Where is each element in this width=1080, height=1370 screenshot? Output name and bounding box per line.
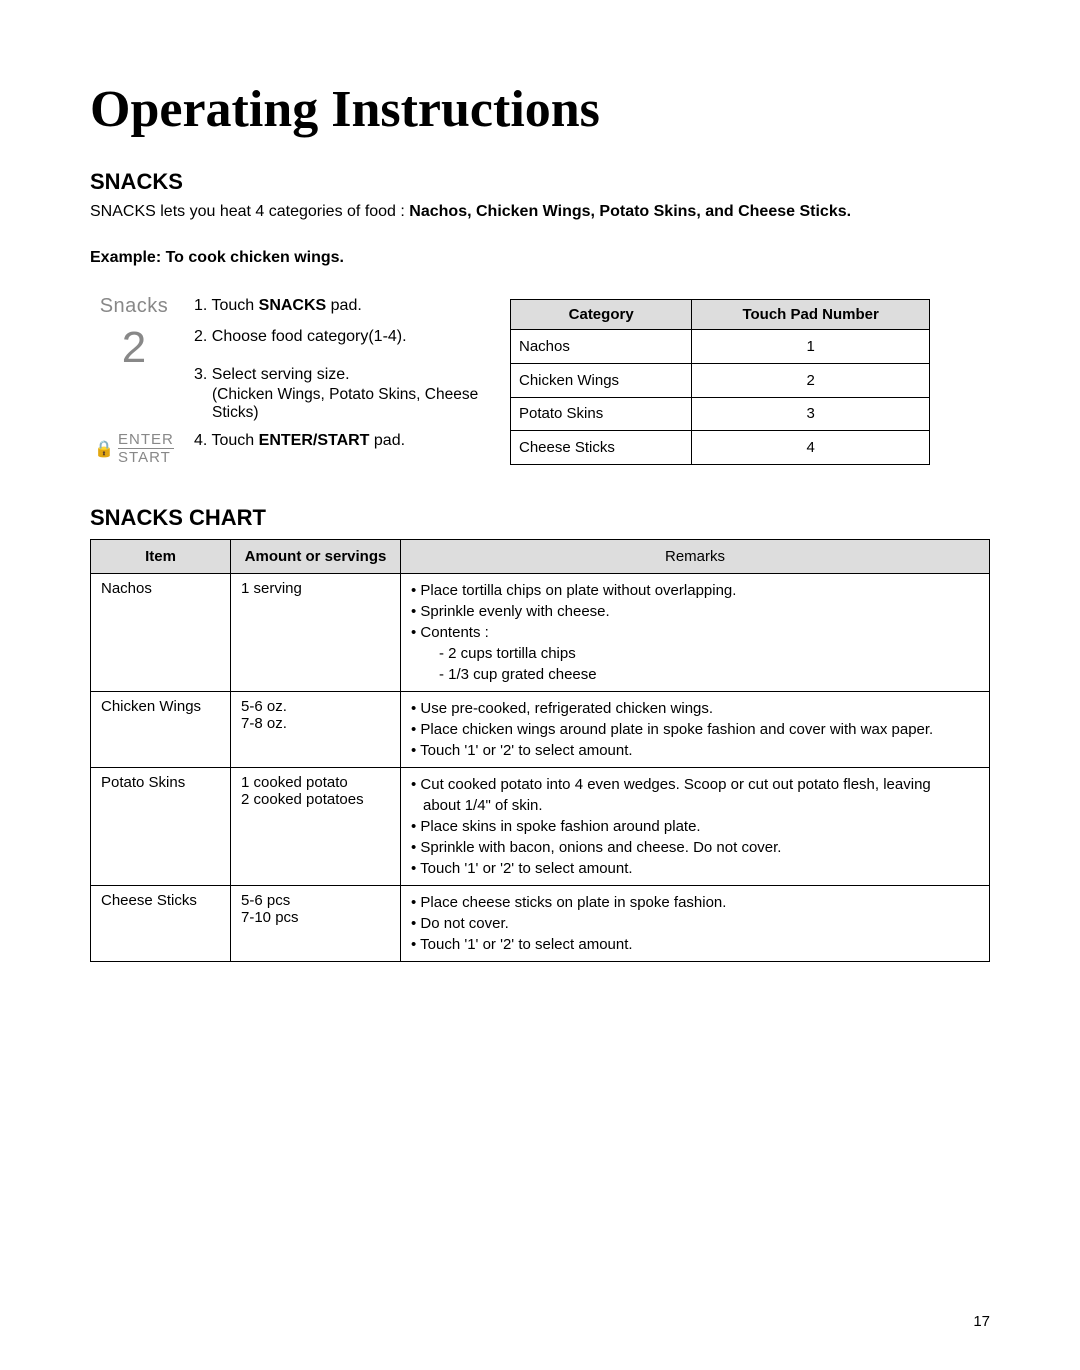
table-row: Nachos 1 <box>511 330 930 364</box>
snacks-label-text: Snacks <box>100 295 169 318</box>
step-1-bold: SNACKS <box>259 297 327 314</box>
amount-cell: 1 cooked potato 2 cooked potatoes <box>231 768 401 886</box>
page-title: Operating Instructions <box>90 80 990 139</box>
remark-line: • Sprinkle evenly with cheese. <box>411 601 979 622</box>
step-2-row: 2 2. Choose food category(1-4). 3. Selec… <box>90 326 480 422</box>
amount-cell: 1 serving <box>231 574 401 692</box>
intro-text: SNACKS lets you heat 4 categories of foo… <box>90 203 990 221</box>
table-row: Cheese Sticks 5-6 pcs 7-10 pcs • Place c… <box>91 886 990 962</box>
intro-bold: Nachos, Chicken Wings, Potato Skins, and… <box>409 203 851 220</box>
steps-column: Snacks 1. Touch SNACKS pad. 2 2. Choose … <box>90 295 480 465</box>
remarks-cell: • Place tortilla chips on plate without … <box>401 574 990 692</box>
table-row: Potato Skins 3 <box>511 397 930 431</box>
remarks-cell: • Cut cooked potato into 4 even wedges. … <box>401 768 990 886</box>
enter-label: ENTER <box>118 432 174 449</box>
remark-line: • Place skins in spoke fashion around pl… <box>411 816 979 837</box>
remark-line: • Do not cover. <box>411 913 979 934</box>
remark-subline: - 2 cups tortilla chips <box>411 643 979 664</box>
amount-line: 7-10 pcs <box>241 909 390 926</box>
category-cell: Cheese Sticks <box>511 431 692 465</box>
item-cell: Cheese Sticks <box>91 886 231 962</box>
step-4-bold: ENTER/START <box>259 432 370 449</box>
remark-line: • Place chicken wings around plate in sp… <box>411 719 979 740</box>
lock-icon: 🔒 <box>94 439 114 459</box>
remark-line: • Cut cooked potato into 4 even wedges. … <box>411 774 979 795</box>
amount-cell: 5-6 oz. 7-8 oz. <box>231 692 401 768</box>
remark-line: • Touch '1' or '2' to select amount. <box>411 740 979 761</box>
step-1-suffix: pad. <box>326 297 362 314</box>
remarks-cell: • Use pre-cooked, refrigerated chicken w… <box>401 692 990 768</box>
table-row: Chicken Wings 2 <box>511 363 930 397</box>
remark-subline: - 1/3 cup grated cheese <box>411 664 979 685</box>
item-cell: Nachos <box>91 574 231 692</box>
snacks-chart-title: SNACKS CHART <box>90 505 990 531</box>
step-2-and-3-text: 2. Choose food category(1-4). 3. Select … <box>194 326 480 422</box>
enter-start-icon: 🔒 ENTER START <box>90 430 178 465</box>
chart-remarks-header: Remarks <box>401 540 990 574</box>
page-number: 17 <box>973 1313 990 1330</box>
table-row: Chicken Wings 5-6 oz. 7-8 oz. • Use pre-… <box>91 692 990 768</box>
amount-line: 7-8 oz. <box>241 715 390 732</box>
chart-item-header: Item <box>91 540 231 574</box>
step-3-text: 3. Select serving size. <box>194 366 480 384</box>
num-cell: 2 <box>692 363 930 397</box>
remark-line: • Use pre-cooked, refrigerated chicken w… <box>411 698 979 719</box>
step-1-row: Snacks 1. Touch SNACKS pad. <box>90 295 480 318</box>
category-header: Category <box>511 300 692 330</box>
remark-line: • Sprinkle with bacon, onions and cheese… <box>411 837 979 858</box>
section-title-snacks: SNACKS <box>90 169 990 195</box>
snacks-pad-icon: Snacks <box>90 295 178 318</box>
step-4-row: 🔒 ENTER START 4. Touch ENTER/START pad. <box>90 430 480 465</box>
remarks-cell: • Place cheese sticks on plate in spoke … <box>401 886 990 962</box>
amount-line: 2 cooked potatoes <box>241 791 390 808</box>
table-row: Nachos 1 serving • Place tortilla chips … <box>91 574 990 692</box>
remark-line: • Place cheese sticks on plate in spoke … <box>411 892 979 913</box>
steps-and-category: Snacks 1. Touch SNACKS pad. 2 2. Choose … <box>90 295 990 465</box>
step-3-sub: (Chicken Wings, Potato Skins, Cheese Sti… <box>194 386 480 422</box>
enter-start-text: ENTER START <box>118 432 174 465</box>
remark-line: • Contents : <box>411 622 979 643</box>
step-4-prefix: 4. Touch <box>194 432 259 449</box>
category-cell: Chicken Wings <box>511 363 692 397</box>
item-cell: Chicken Wings <box>91 692 231 768</box>
touchpad-header: Touch Pad Number <box>692 300 930 330</box>
category-table: Category Touch Pad Number Nachos 1 Chick… <box>510 299 930 465</box>
digit-2-text: 2 <box>122 326 146 370</box>
num-cell: 3 <box>692 397 930 431</box>
table-row: Potato Skins 1 cooked potato 2 cooked po… <box>91 768 990 886</box>
amount-line: 5-6 oz. <box>241 698 390 715</box>
intro-prefix: SNACKS lets you heat 4 categories of foo… <box>90 203 409 220</box>
remark-line-cont: about 1/4" of skin. <box>411 795 979 816</box>
category-cell: Potato Skins <box>511 397 692 431</box>
num-cell: 1 <box>692 330 930 364</box>
amount-line: 1 cooked potato <box>241 774 390 791</box>
category-cell: Nachos <box>511 330 692 364</box>
item-cell: Potato Skins <box>91 768 231 886</box>
remark-line: • Place tortilla chips on plate without … <box>411 580 979 601</box>
snacks-chart-table: Item Amount or servings Remarks Nachos 1… <box>90 539 990 962</box>
example-label: Example: To cook chicken wings. <box>90 249 990 267</box>
digit-2-icon: 2 <box>90 326 178 370</box>
step-4-suffix: pad. <box>369 432 405 449</box>
start-label: START <box>118 450 174 465</box>
table-row: Cheese Sticks 4 <box>511 431 930 465</box>
remark-line: • Touch '1' or '2' to select amount. <box>411 858 979 879</box>
amount-line: 5-6 pcs <box>241 892 390 909</box>
step-1-text: 1. Touch SNACKS pad. <box>194 295 480 315</box>
remark-line: • Touch '1' or '2' to select amount. <box>411 934 979 955</box>
amount-cell: 5-6 pcs 7-10 pcs <box>231 886 401 962</box>
step-4-text: 4. Touch ENTER/START pad. <box>194 430 480 450</box>
chart-amount-header: Amount or servings <box>231 540 401 574</box>
step-2-text: 2. Choose food category(1-4). <box>194 328 480 346</box>
num-cell: 4 <box>692 431 930 465</box>
step-1-prefix: 1. Touch <box>194 297 259 314</box>
